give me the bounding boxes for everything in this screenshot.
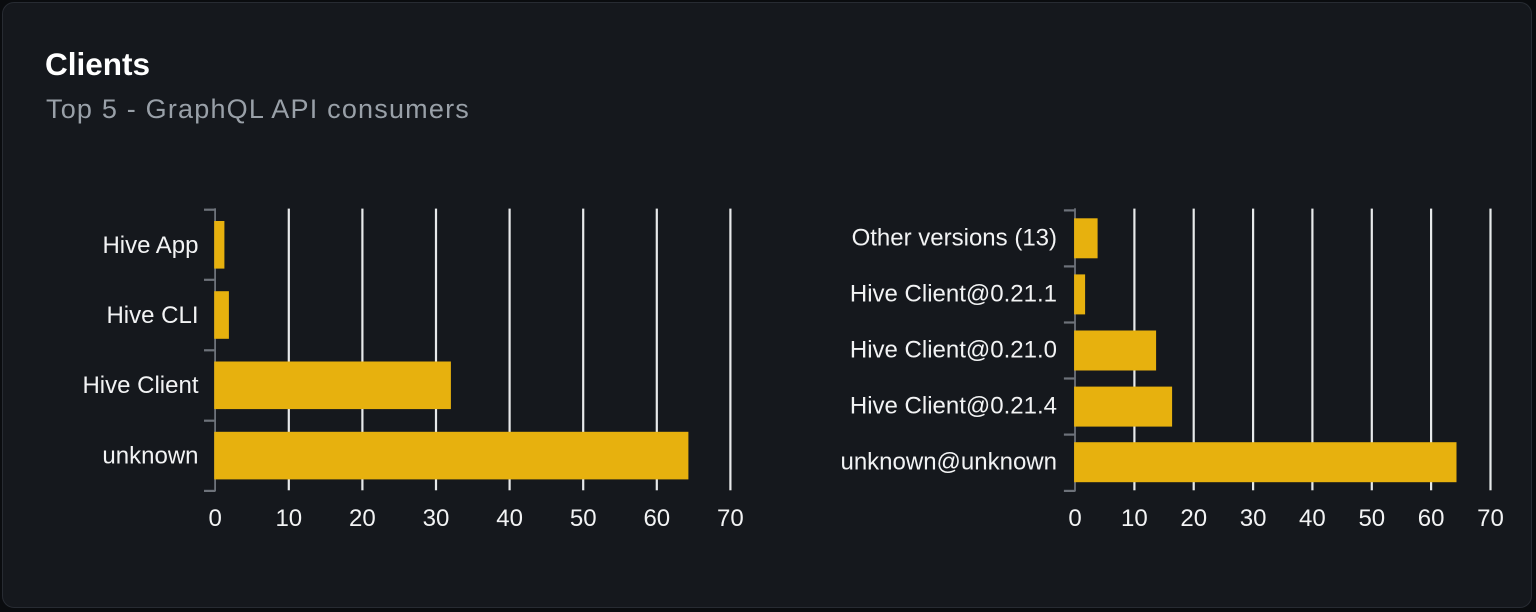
svg-text:Hive Client: Hive Client — [82, 372, 198, 399]
svg-text:20: 20 — [349, 505, 376, 532]
svg-text:Clients: Clients — [45, 46, 150, 82]
svg-text:0: 0 — [1068, 505, 1081, 532]
svg-text:70: 70 — [717, 505, 744, 532]
svg-text:unknown@unknown: unknown@unknown — [840, 448, 1057, 475]
svg-text:50: 50 — [1358, 505, 1385, 532]
svg-text:Hive Client@0.21.4: Hive Client@0.21.4 — [850, 393, 1057, 420]
svg-text:10: 10 — [275, 505, 302, 532]
svg-text:40: 40 — [1299, 505, 1326, 532]
svg-text:Hive App: Hive App — [102, 232, 198, 259]
svg-text:40: 40 — [496, 505, 523, 532]
svg-text:Other versions (13): Other versions (13) — [852, 225, 1057, 252]
svg-text:70: 70 — [1477, 505, 1504, 532]
svg-text:20: 20 — [1180, 505, 1207, 532]
svg-text:60: 60 — [1418, 505, 1445, 532]
svg-text:0: 0 — [209, 505, 222, 532]
svg-text:30: 30 — [1240, 505, 1267, 532]
svg-text:60: 60 — [643, 505, 670, 532]
svg-text:Hive Client@0.21.0: Hive Client@0.21.0 — [850, 337, 1057, 364]
svg-text:50: 50 — [570, 505, 597, 532]
svg-text:Hive CLI: Hive CLI — [106, 302, 198, 329]
svg-text:30: 30 — [423, 505, 450, 532]
svg-text:Hive Client@0.21.1: Hive Client@0.21.1 — [850, 281, 1057, 308]
svg-text:unknown: unknown — [102, 443, 198, 470]
svg-text:Top 5 - GraphQL API consumers: Top 5 - GraphQL API consumers — [46, 94, 470, 124]
svg-text:10: 10 — [1121, 505, 1148, 532]
